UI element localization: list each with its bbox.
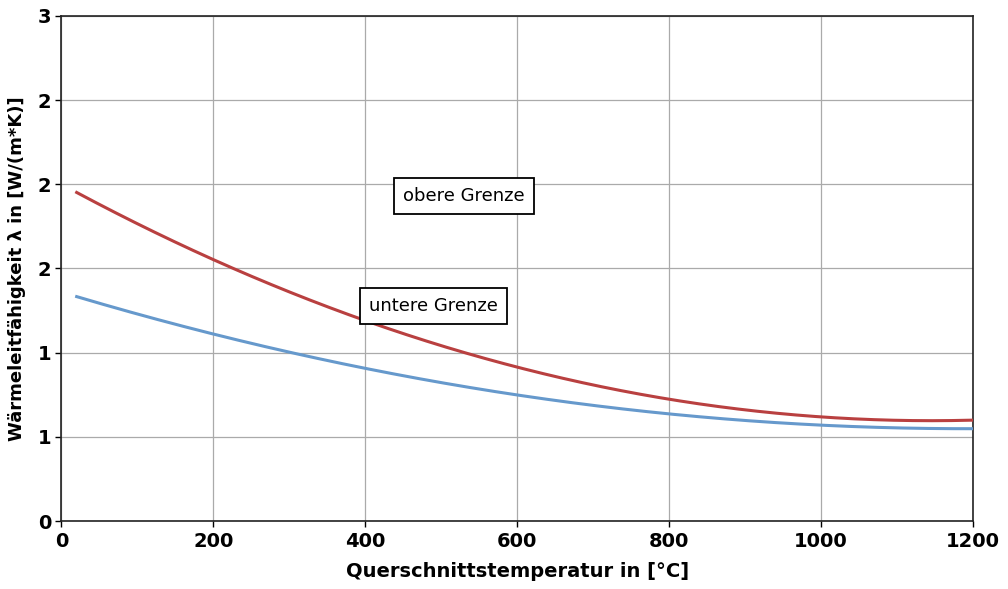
Y-axis label: Wärmeleitfähigkeit λ in [W/(m*K)]: Wärmeleitfähigkeit λ in [W/(m*K)]: [8, 96, 26, 441]
Text: untere Grenze: untere Grenze: [369, 296, 498, 315]
X-axis label: Querschnittstemperatur in [°C]: Querschnittstemperatur in [°C]: [346, 562, 688, 581]
Text: obere Grenze: obere Grenze: [403, 187, 525, 205]
